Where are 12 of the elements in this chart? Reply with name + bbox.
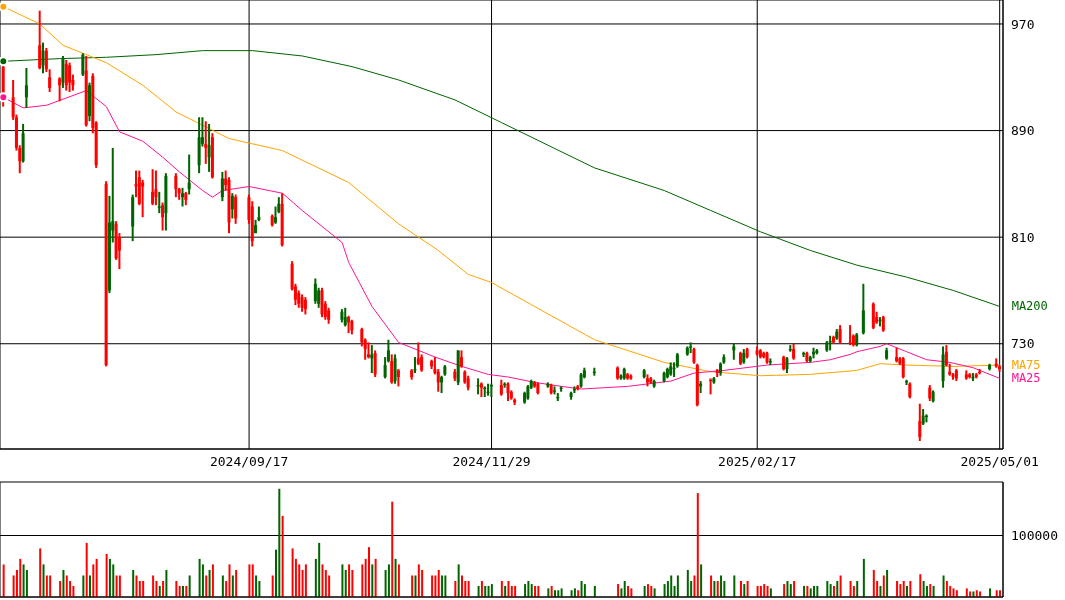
y-tick-label: 970 bbox=[1011, 16, 1035, 32]
series-label: MA25 bbox=[1011, 371, 1041, 386]
x-tick-label: 2024/09/17 bbox=[209, 454, 289, 470]
y-tick-label: 100000 bbox=[1011, 528, 1058, 544]
y-tick-label: 730 bbox=[1011, 336, 1035, 352]
y-tick-label: 810 bbox=[1011, 229, 1035, 245]
series-label: MA200 bbox=[1011, 299, 1048, 314]
x-tick-label: 2024/11/29 bbox=[452, 454, 531, 470]
x-tick-label: 2025/02/17 bbox=[718, 454, 797, 470]
x-tick-label: 2025/05/01 bbox=[960, 454, 1039, 470]
y-tick-label: 890 bbox=[1011, 123, 1035, 139]
series-label: MA75 bbox=[1011, 358, 1041, 373]
